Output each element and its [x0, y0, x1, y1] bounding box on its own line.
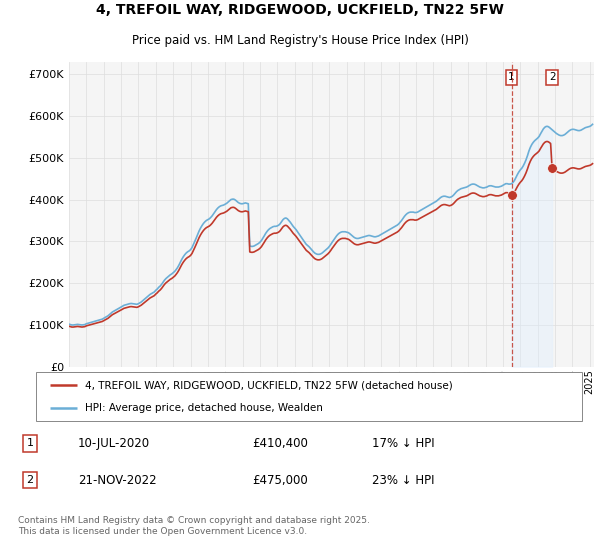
Text: £475,000: £475,000	[252, 474, 308, 487]
Text: 1: 1	[508, 72, 515, 82]
Text: Contains HM Land Registry data © Crown copyright and database right 2025.
This d: Contains HM Land Registry data © Crown c…	[18, 516, 370, 536]
Text: HPI: Average price, detached house, Wealden: HPI: Average price, detached house, Weal…	[85, 403, 323, 413]
Text: 1: 1	[26, 438, 34, 449]
FancyBboxPatch shape	[36, 372, 582, 421]
Text: 4, TREFOIL WAY, RIDGEWOOD, UCKFIELD, TN22 5FW (detached house): 4, TREFOIL WAY, RIDGEWOOD, UCKFIELD, TN2…	[85, 380, 453, 390]
Text: £410,400: £410,400	[252, 437, 308, 450]
Text: Price paid vs. HM Land Registry's House Price Index (HPI): Price paid vs. HM Land Registry's House …	[131, 34, 469, 47]
Text: 2: 2	[26, 475, 34, 485]
Text: 2: 2	[549, 72, 556, 82]
Text: 10-JUL-2020: 10-JUL-2020	[78, 437, 150, 450]
Text: 17% ↓ HPI: 17% ↓ HPI	[372, 437, 434, 450]
Text: 21-NOV-2022: 21-NOV-2022	[78, 474, 157, 487]
Text: 4, TREFOIL WAY, RIDGEWOOD, UCKFIELD, TN22 5FW: 4, TREFOIL WAY, RIDGEWOOD, UCKFIELD, TN2…	[96, 3, 504, 17]
Text: 23% ↓ HPI: 23% ↓ HPI	[372, 474, 434, 487]
